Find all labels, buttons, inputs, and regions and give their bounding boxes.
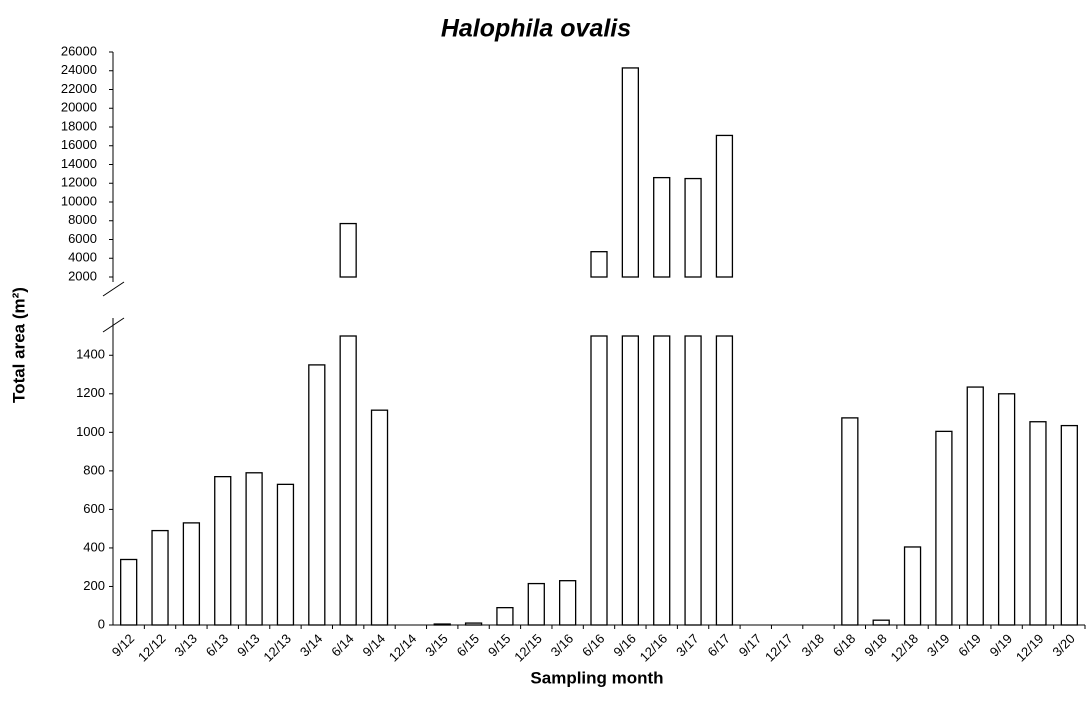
y-tick-label: 1000 (76, 424, 105, 439)
bar (590, 335, 608, 626)
y-tick-label: 2000 (68, 268, 97, 283)
y-tick-label: 14000 (61, 156, 97, 171)
y-tick-label: 18000 (61, 118, 97, 133)
bar (120, 558, 138, 626)
bar (997, 393, 1016, 626)
bar (527, 582, 545, 626)
x-tick-label: 3/18 (799, 631, 828, 660)
y-axis-label: Total area (m²) (9, 287, 28, 403)
x-tick-label: 3/14 (297, 631, 326, 660)
y-tick-label: 10000 (61, 193, 97, 208)
x-tick-label: 12/14 (386, 631, 420, 665)
x-tick-label: 9/12 (109, 631, 138, 660)
bar-upper (715, 134, 734, 278)
bar (1060, 424, 1078, 626)
axis-break (102, 281, 125, 297)
x-tick-label: 9/13 (234, 631, 263, 660)
x-tick-label: 3/16 (548, 631, 577, 660)
x-tick-label: 6/14 (328, 631, 357, 660)
y-tick-label: 200 (83, 578, 105, 593)
y-tick-label: 22000 (61, 81, 97, 96)
x-tick-label: 12/16 (637, 631, 671, 665)
bar (276, 483, 295, 626)
bar (966, 386, 984, 626)
y-tick-label: 400 (83, 539, 105, 554)
bar-upper (339, 222, 357, 278)
x-tick-label: 3/19 (924, 631, 953, 660)
bar (935, 430, 953, 626)
x-tick-label: 9/17 (736, 631, 765, 660)
x-tick-label: 6/19 (955, 631, 984, 660)
x-tick-label: 6/15 (454, 631, 483, 660)
x-tick-label: 3/20 (1049, 631, 1078, 660)
bar-upper (653, 176, 671, 278)
y-tick-label: 6000 (68, 231, 97, 246)
x-tick-label: 12/19 (1013, 631, 1047, 665)
bar (433, 623, 451, 626)
x-tick-label: 6/17 (704, 631, 733, 660)
bar (464, 622, 483, 626)
x-tick-label: 12/15 (511, 631, 545, 665)
bar-upper (590, 251, 608, 278)
y-tick-label: 0 (98, 616, 105, 631)
bar (496, 607, 514, 626)
bar (841, 417, 859, 626)
bar (339, 335, 357, 626)
x-tick-label: 9/16 (610, 631, 639, 660)
bar (370, 409, 389, 626)
x-tick-label: 3/15 (422, 631, 451, 660)
y-tick-label: 26000 (61, 43, 97, 58)
x-axis-label: Sampling month (530, 668, 663, 687)
chart-title: Halophila ovalis (441, 15, 631, 43)
bar-upper (684, 177, 702, 278)
y-tick-label: 12000 (61, 175, 97, 190)
y-tick-label: 8000 (68, 212, 97, 227)
y-tick-label: 16000 (61, 137, 97, 152)
x-tick-label: 9/15 (485, 631, 514, 660)
x-tick-label: 6/18 (830, 631, 859, 660)
y-tick-label: 600 (83, 501, 105, 516)
x-tick-label: 12/13 (260, 631, 294, 665)
bar (151, 529, 169, 626)
x-tick-label: 12/12 (135, 631, 169, 665)
bar (715, 335, 734, 626)
x-tick-label: 6/13 (203, 631, 232, 660)
y-tick-label: 1200 (76, 385, 105, 400)
x-tick-label: 9/18 (861, 631, 890, 660)
bar-upper (621, 67, 640, 278)
x-tick-label: 6/16 (579, 631, 608, 660)
bar (308, 364, 326, 626)
y-tick-label: 800 (83, 462, 105, 477)
bar (245, 472, 263, 626)
bar (684, 335, 702, 626)
bar (903, 546, 922, 626)
y-tick-label: 20000 (61, 100, 97, 115)
x-tick-label: 9/14 (360, 631, 389, 660)
x-tick-label: 12/17 (762, 631, 796, 665)
x-tick-label: 3/13 (171, 631, 200, 660)
x-tick-label: 9/19 (987, 631, 1016, 660)
bar (558, 580, 577, 626)
bar (621, 335, 640, 626)
bar (182, 522, 201, 626)
y-tick-label: 1400 (76, 347, 105, 362)
bar (653, 335, 671, 626)
y-tick-label: 24000 (61, 62, 97, 77)
x-tick-label: 12/18 (887, 631, 921, 665)
bar (214, 475, 232, 626)
y-tick-label: 4000 (68, 250, 97, 265)
bar (872, 619, 890, 626)
axis-break (102, 317, 125, 333)
x-tick-label: 3/17 (673, 631, 702, 660)
bar (1029, 421, 1047, 626)
